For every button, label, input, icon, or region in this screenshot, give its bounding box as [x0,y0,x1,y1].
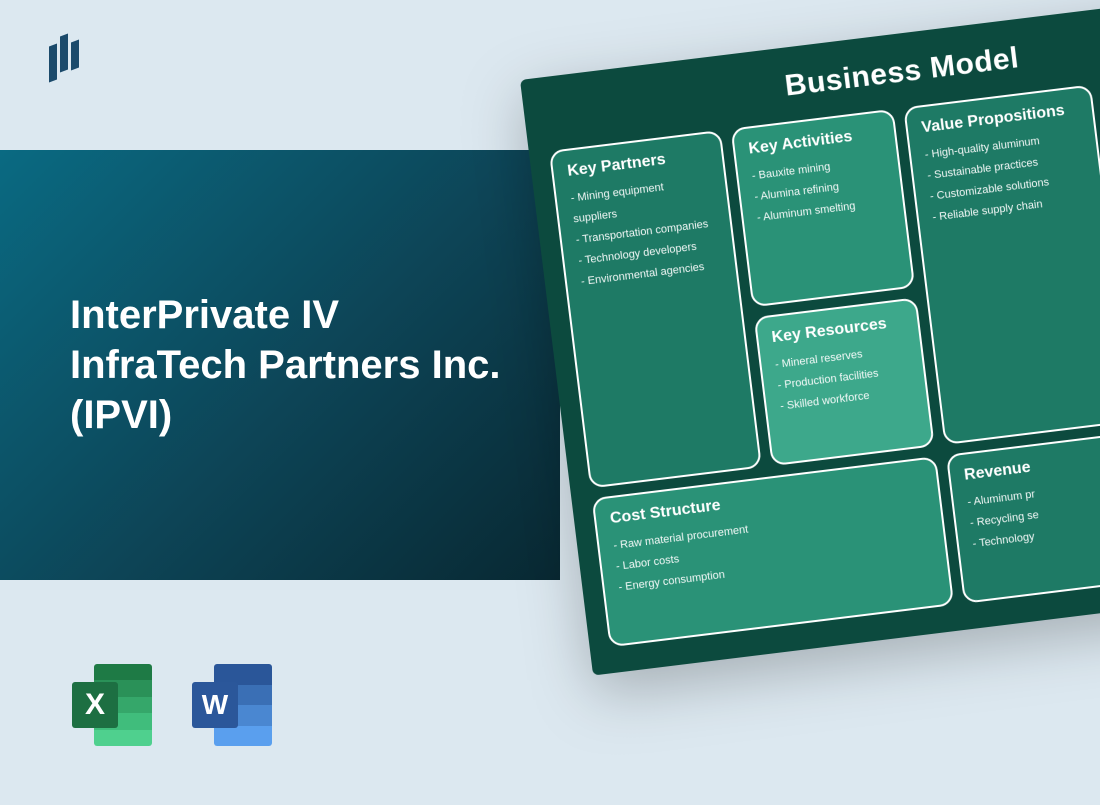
app-icons-row: X W [68,660,278,750]
excel-letter: X [72,682,118,728]
cell-key-resources: Key Resources Mineral reserves Productio… [753,297,934,466]
brand-logo [45,35,85,85]
excel-icon[interactable]: X [68,660,158,750]
cell-key-activities: Key Activities Bauxite mining Alumina re… [730,109,915,308]
logo-bar-icon [71,40,79,71]
cell-list: Bauxite mining Alumina refining Aluminum… [751,150,890,228]
cell-cost-structure: Cost Structure Raw material procurement … [592,456,954,647]
word-letter: W [192,682,238,728]
business-model-canvas: Business Model Key Partners Mining equip… [520,0,1100,676]
cell-list: Mineral reserves Production facilities S… [774,339,913,417]
canvas-card: Business Model Key Partners Mining equip… [520,0,1100,676]
word-icon[interactable]: W [188,660,278,750]
cell-key-partners: Key Partners Mining equipment suppliers … [549,130,762,488]
cell-value-propositions: Value Propositions High-quality aluminum… [903,85,1100,445]
cell-list: High-quality aluminum Sustainable practi… [924,126,1090,228]
logo-bar-icon [60,34,68,73]
canvas-grid: Key Partners Mining equipment suppliers … [549,63,1100,645]
logo-bar-icon [49,44,57,83]
title-panel: InterPrivate IV InfraTech Partners Inc. … [0,150,560,580]
page-title: InterPrivate IV InfraTech Partners Inc. … [70,290,520,440]
cell-list: Mining equipment suppliers Transportatio… [570,172,722,293]
